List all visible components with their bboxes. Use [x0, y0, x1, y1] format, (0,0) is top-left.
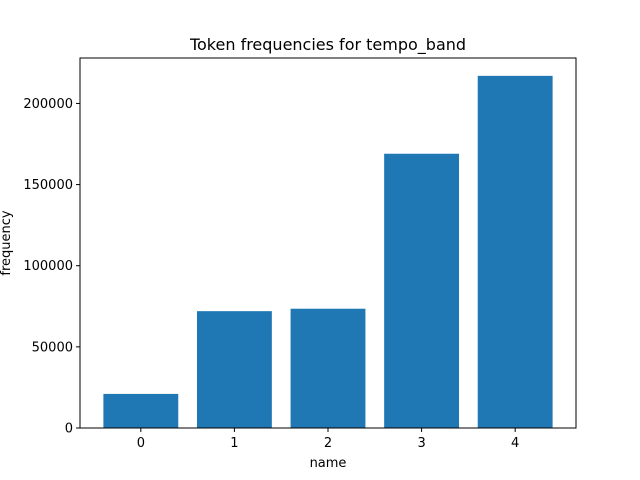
bar-2 [290, 308, 366, 428]
bar-1 [196, 311, 272, 428]
y-tick-label: 100000 [23, 259, 73, 274]
y-tick-label: 50000 [32, 340, 73, 355]
chart-title: Token frequencies for tempo_band [189, 35, 466, 55]
x-tick-label: 4 [511, 436, 519, 451]
x-tick-label: 2 [324, 436, 332, 451]
bars-group [103, 75, 553, 429]
bar-4 [477, 75, 553, 428]
x-ticks-group: 0 1 2 3 4 [137, 428, 519, 451]
y-tick-label: 200000 [23, 97, 73, 112]
plot-frame [79, 57, 577, 429]
y-axis-label: frequency [0, 210, 14, 276]
x-tick-label: 1 [230, 436, 238, 451]
y-tick-label: 0 [65, 422, 73, 437]
x-tick-label: 0 [137, 436, 145, 451]
bar-3 [384, 153, 460, 429]
x-axis-label: name [310, 456, 347, 471]
x-tick-label: 3 [417, 436, 425, 451]
y-tick-label: 150000 [23, 178, 73, 193]
y-ticks-group: 0 50000 100000 150000 200000 [23, 97, 80, 437]
bar-0 [103, 393, 179, 428]
